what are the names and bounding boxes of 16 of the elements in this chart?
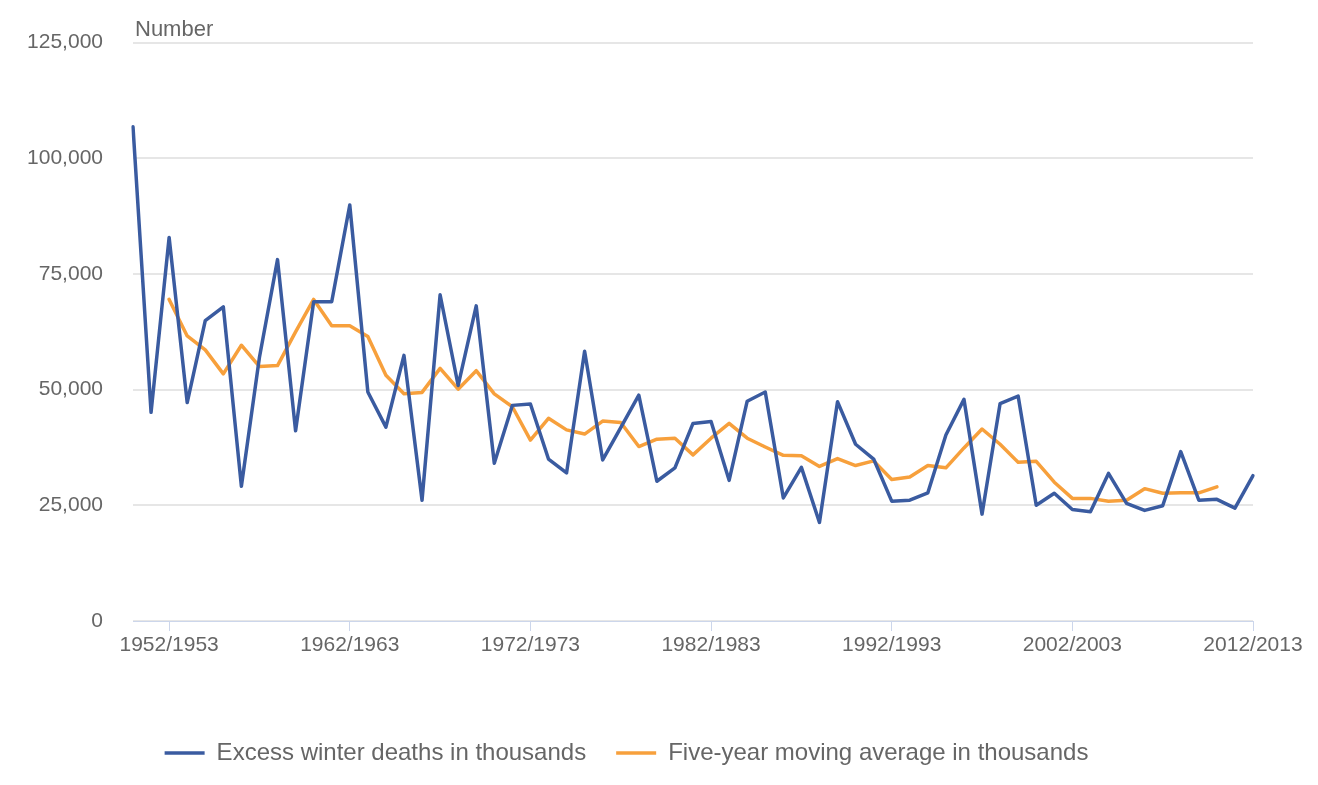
x-tick-label: 1952/1953 xyxy=(119,632,219,656)
y-tick-label: 50,000 xyxy=(38,376,103,400)
y-tick-label: 100,000 xyxy=(27,145,103,169)
x-tick-label: 1992/1993 xyxy=(842,632,942,656)
x-tick-label: 2012/2013 xyxy=(1203,632,1303,656)
x-tick-label: 1982/1983 xyxy=(661,632,761,656)
x-tick-label: 2002/2003 xyxy=(1022,632,1122,656)
y-tick-label: 25,000 xyxy=(38,492,103,516)
legend-label: Five-year moving average in thousands xyxy=(668,737,1089,765)
y-tick-label: 0 xyxy=(91,607,103,631)
y-tick-label: 125,000 xyxy=(27,29,103,53)
y-tick-label: 75,000 xyxy=(38,260,103,284)
x-tick-label: 1972/1973 xyxy=(480,632,581,656)
y-axis-title: Number xyxy=(135,15,214,41)
legend-label: Excess winter deaths in thousands xyxy=(216,737,587,765)
x-tick-label: 1962/1963 xyxy=(300,632,400,656)
